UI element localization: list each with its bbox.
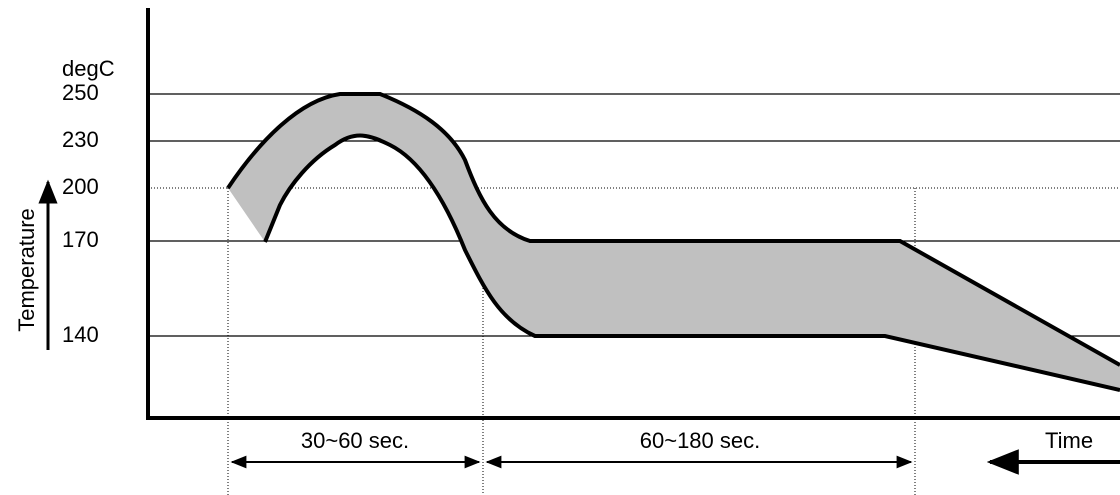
unit-label: degC [62,56,115,81]
tick-label: 140 [62,322,99,347]
y-axis-label: Temperature [14,208,39,332]
tick-labels: 250 230 200 170 140 [62,80,99,347]
x-axis-label: Time [1045,428,1093,453]
tick-label: 170 [62,227,99,252]
tick-label: 230 [62,127,99,152]
interval-label: 30~60 sec. [301,428,409,453]
lower-limit [263,133,1120,392]
upper-limit [226,92,1120,367]
interval-label: 60~180 sec. [640,428,760,453]
tick-label: 200 [62,174,99,199]
tick-label: 250 [62,80,99,105]
